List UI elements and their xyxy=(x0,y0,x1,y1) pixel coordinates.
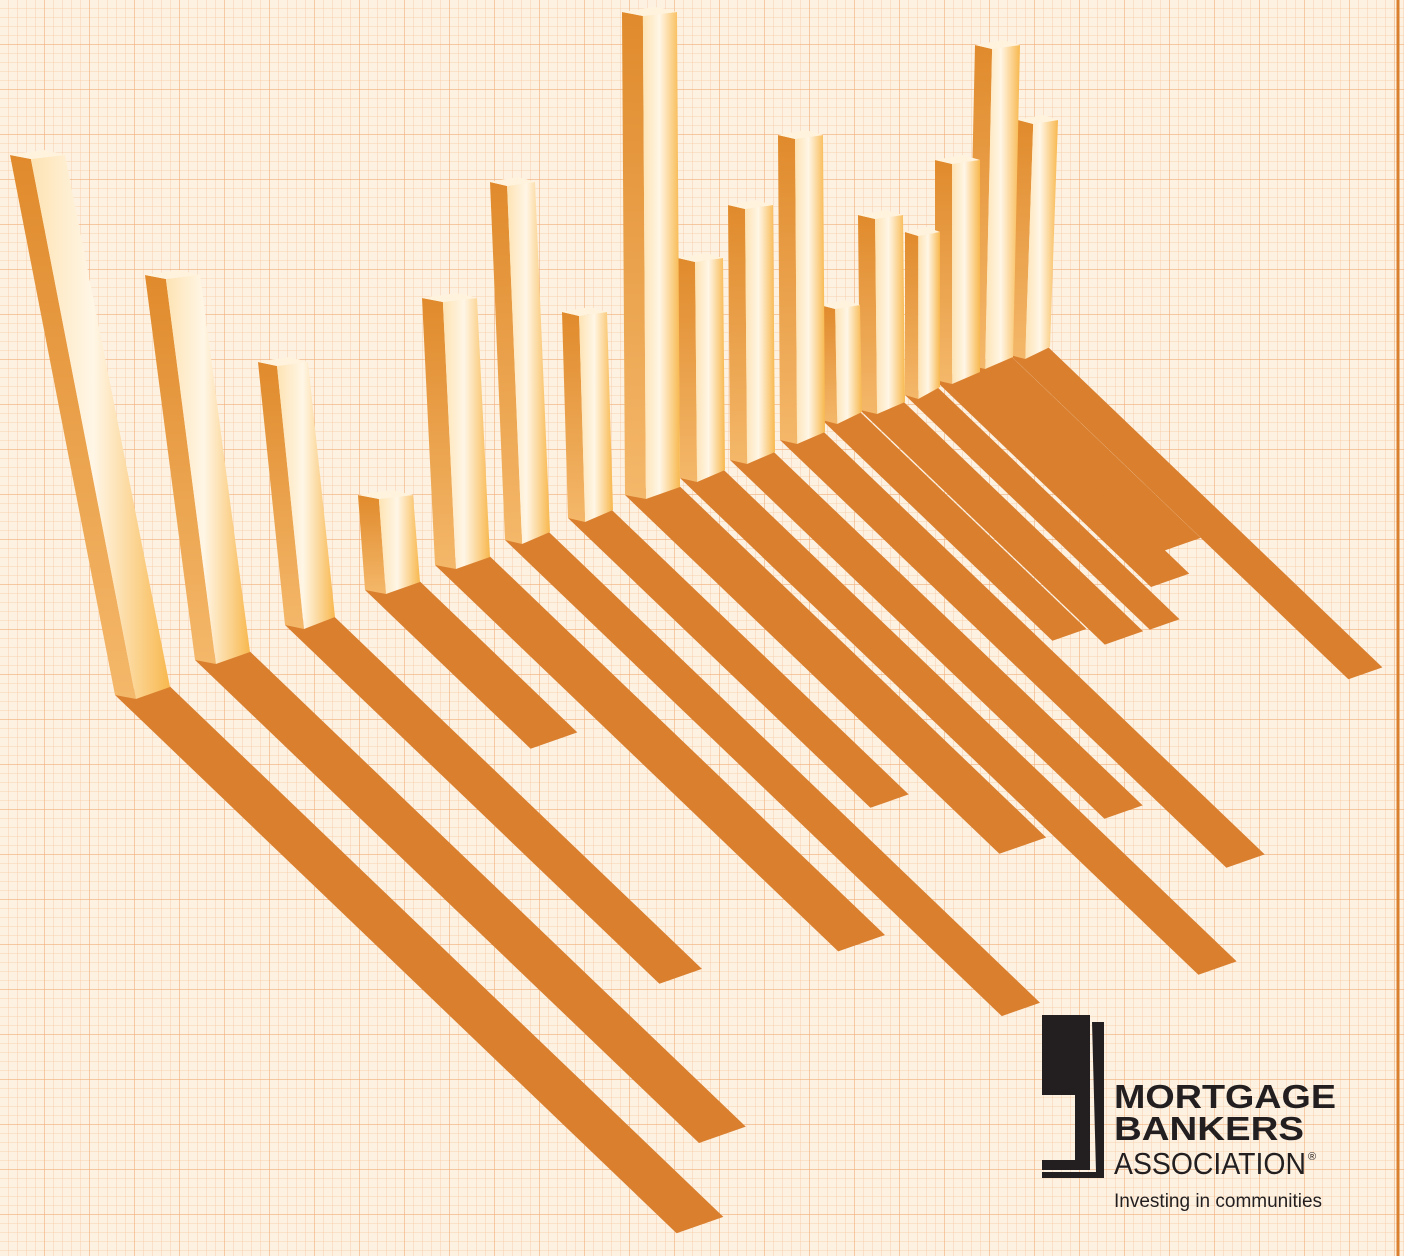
bar-shadow xyxy=(935,366,1190,587)
bar-top xyxy=(905,227,940,236)
bar-shadow xyxy=(365,573,578,749)
bar-shadow xyxy=(195,643,746,1143)
bar-front xyxy=(507,182,550,544)
bar-side xyxy=(622,12,646,499)
bar-side xyxy=(728,205,748,464)
bar-top xyxy=(935,155,980,164)
bar-side xyxy=(145,275,216,664)
bar-top xyxy=(490,177,535,186)
bar-front xyxy=(695,258,725,482)
bar-shadow xyxy=(435,548,885,952)
bar-top xyxy=(562,307,607,316)
bar-top xyxy=(258,357,308,366)
bar-front xyxy=(378,495,420,594)
bar-top xyxy=(422,293,477,302)
bar-top xyxy=(858,210,903,219)
bar-front xyxy=(642,12,680,499)
bar-front xyxy=(795,135,825,444)
bar-top xyxy=(358,490,413,499)
bar-front xyxy=(985,45,1020,369)
bar-side xyxy=(422,298,456,569)
bar-side xyxy=(905,232,919,399)
bar-shadow xyxy=(568,504,909,808)
bar-shadow xyxy=(905,384,1180,630)
bar-top xyxy=(820,300,860,309)
bar-side xyxy=(358,495,386,594)
bar-shadow xyxy=(505,526,1041,1017)
logo-mark-edge xyxy=(1042,1022,1104,1178)
shadows xyxy=(115,343,1383,1234)
bar-top xyxy=(728,200,773,209)
bar-front xyxy=(835,305,862,424)
bar-front xyxy=(952,160,980,384)
bar-side xyxy=(10,155,136,699)
bar-shadow xyxy=(780,426,1265,868)
logo-mark xyxy=(1042,1015,1090,1170)
bar-side xyxy=(778,135,798,444)
bar-side xyxy=(1010,120,1034,359)
bar-shadow xyxy=(285,610,702,984)
bar-shadow xyxy=(822,408,1087,641)
bar-shadow xyxy=(860,396,1144,645)
bar-front xyxy=(918,232,940,399)
bar-top xyxy=(778,130,823,139)
logo-line3: ASSOCIATION xyxy=(1114,1146,1306,1181)
bar-side xyxy=(678,258,698,482)
bars xyxy=(10,7,1058,699)
bar-side xyxy=(858,215,878,414)
bar-front xyxy=(165,275,250,664)
bar-shadow xyxy=(730,446,1143,819)
bar-shadow xyxy=(115,678,724,1234)
logo-registered: ® xyxy=(1308,1151,1316,1163)
bar-front xyxy=(30,155,171,699)
bar-top xyxy=(622,7,677,16)
bar-shadow xyxy=(968,351,1201,552)
bar-side xyxy=(562,312,586,522)
bar-shadow xyxy=(625,478,1047,854)
bar-side xyxy=(490,182,523,544)
logo-tagline: Investing in communities xyxy=(1114,1191,1322,1212)
bar-shadow xyxy=(1010,343,1383,680)
bar-top xyxy=(975,40,1020,49)
bar-front xyxy=(277,362,335,629)
bar-top xyxy=(1018,115,1058,124)
bar-top xyxy=(145,270,200,279)
bar-front xyxy=(745,205,775,464)
logo-line2: BANKERS xyxy=(1114,1110,1304,1147)
bar-side xyxy=(258,362,304,629)
bar-front xyxy=(1025,120,1058,359)
logo-line1: MORTGAGE xyxy=(1114,1078,1336,1115)
bar-front xyxy=(442,298,490,569)
bar-top xyxy=(10,150,65,159)
bar-front xyxy=(875,215,905,414)
bar-top xyxy=(678,253,723,262)
bar-front xyxy=(579,312,613,522)
bar-shadow xyxy=(680,464,1237,975)
logo: MORTGAGE BANKERS ASSOCIATION ® Investing… xyxy=(1042,1015,1336,1212)
